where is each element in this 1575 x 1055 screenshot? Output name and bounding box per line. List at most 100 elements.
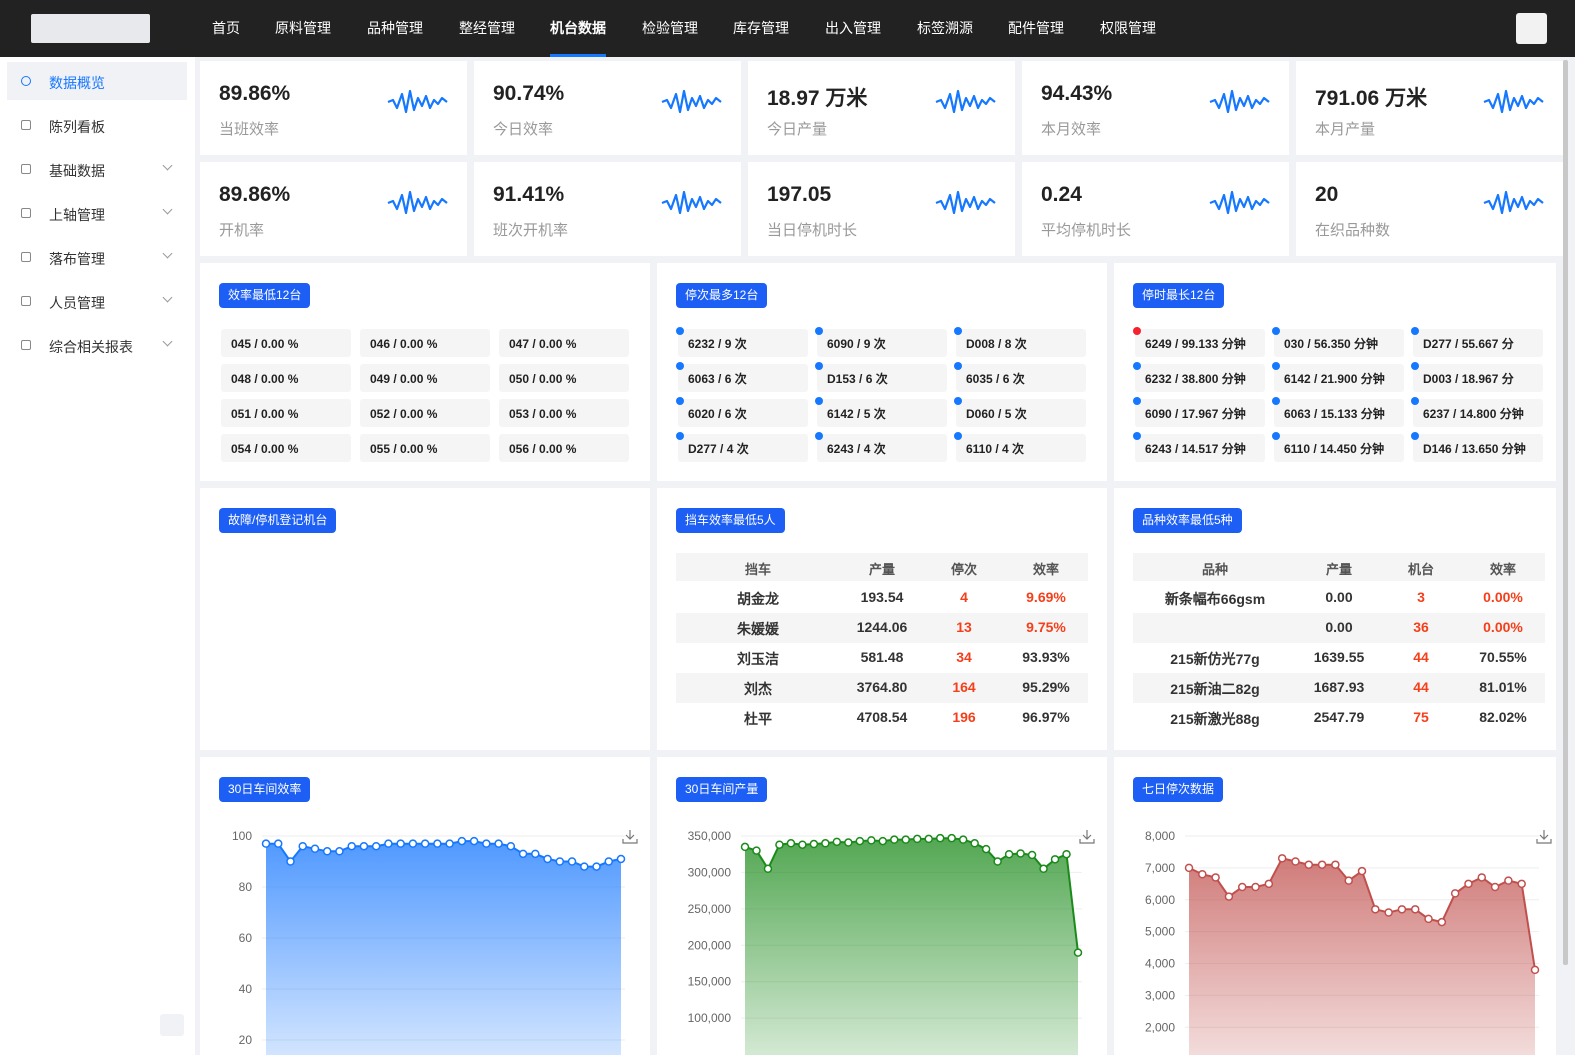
nav-item[interactable]: 首页 bbox=[212, 20, 240, 36]
point bbox=[322, 847, 332, 856]
kpi-card: 197.05 当日停机时长 bbox=[748, 162, 1015, 256]
table-cell: 581.48 bbox=[860, 649, 904, 665]
status-dot bbox=[1411, 397, 1419, 405]
nav-item[interactable]: 配件管理 bbox=[1008, 20, 1064, 36]
point bbox=[1384, 908, 1393, 917]
sidebar-item[interactable]: 人员管理 bbox=[7, 282, 187, 320]
point bbox=[763, 864, 773, 874]
list-item-text: 050 / 0.00 % bbox=[509, 372, 577, 386]
kpi-label: 当日停机时长 bbox=[767, 222, 858, 239]
download-icon[interactable] bbox=[1536, 830, 1552, 844]
download-icon[interactable] bbox=[622, 830, 638, 844]
nav-item[interactable]: 机台数据 bbox=[550, 20, 606, 36]
point bbox=[1073, 948, 1083, 957]
list-item: D153 / 6 次 bbox=[815, 362, 947, 392]
list-item: D060 / 5 次 bbox=[954, 397, 1086, 427]
kpi-icon bbox=[387, 89, 448, 114]
point bbox=[775, 840, 784, 849]
nav-item[interactable]: 库存管理 bbox=[733, 20, 789, 36]
table-row-bg bbox=[1133, 613, 1545, 643]
table-header: 产量 bbox=[868, 562, 895, 577]
point bbox=[981, 844, 991, 854]
download-icon[interactable] bbox=[1079, 830, 1095, 844]
chart: 2,000 3,000 4,000 5,000 6,000 7,000 8,000 bbox=[1145, 829, 1552, 1055]
panel: 品种效率最低5种 品种 产量 机台 效率 新条幅布66gsm 0.00 3 0.00% 0.00 3… bbox=[1114, 488, 1556, 750]
list-item: 6110 / 4 次 bbox=[954, 432, 1086, 462]
sidebar-item[interactable]: 陈列看板 bbox=[7, 106, 187, 144]
point bbox=[1304, 860, 1314, 869]
status-dot bbox=[1133, 327, 1141, 335]
point bbox=[1357, 866, 1367, 876]
table-header: 品种 bbox=[1201, 562, 1228, 577]
sidebar-label: 陈列看板 bbox=[49, 119, 105, 135]
wave bbox=[387, 190, 448, 215]
top-nav: 首页 原料管理 品种管理 整经管理 机台数据 检验管理 库存管理 出入管理 标签溯源 配件管理 权限… bbox=[0, 0, 1575, 57]
point bbox=[506, 841, 516, 851]
list-item-text: 052 / 0.00 % bbox=[370, 407, 438, 421]
list-item: 6142 / 5 次 bbox=[815, 397, 947, 427]
table-cell: 44 bbox=[1413, 679, 1429, 695]
list-item-text: D153 / 6 次 bbox=[827, 372, 888, 386]
list-item: 6090 / 17.967 分钟 bbox=[1133, 397, 1265, 427]
table-cell: 1639.55 bbox=[1313, 649, 1365, 665]
nav-item[interactable]: 权限管理 bbox=[1100, 20, 1156, 36]
table-row-bg bbox=[676, 613, 1088, 643]
nav-item[interactable]: 出入管理 bbox=[825, 20, 881, 36]
point bbox=[494, 839, 503, 848]
nav-item[interactable]: 检验管理 bbox=[642, 20, 698, 36]
table-cell: 1687.93 bbox=[1313, 679, 1365, 695]
y-tick-label: 2,000 bbox=[1145, 1020, 1175, 1034]
point bbox=[555, 857, 565, 866]
point bbox=[396, 839, 405, 848]
kpi-icon bbox=[935, 190, 996, 215]
nav-item[interactable]: 品种管理 bbox=[367, 20, 423, 36]
table-cell: 81.01% bbox=[1479, 679, 1527, 695]
y-tick-label: 3,000 bbox=[1145, 988, 1175, 1002]
panel: 停时最长12台 6249 / 99.133 分钟 030 / 56.350 分钟 D2… bbox=[1114, 263, 1556, 481]
nav-item[interactable]: 标签溯源 bbox=[917, 20, 973, 36]
table-cell: 0.00% bbox=[1483, 619, 1523, 635]
panel: 故障/停机登记机台 bbox=[200, 488, 650, 750]
sidebar-item[interactable]: 数据概览 bbox=[7, 62, 187, 100]
list-item-text: 047 / 0.00 % bbox=[509, 337, 577, 351]
list-item-text: D146 / 13.650 分钟 bbox=[1423, 442, 1526, 456]
nav-item[interactable]: 整经管理 bbox=[459, 20, 515, 36]
sidebar-item[interactable]: 综合相关报表 bbox=[7, 326, 187, 364]
table-cell: 196 bbox=[952, 709, 976, 725]
point bbox=[1050, 855, 1060, 864]
table-cell: 0.00 bbox=[1325, 589, 1353, 605]
table-cell: 刘杰 bbox=[744, 681, 772, 697]
point bbox=[752, 846, 761, 855]
point bbox=[855, 836, 865, 846]
kpi-label: 平均停机时长 bbox=[1041, 222, 1132, 239]
table-cell: 朱媛媛 bbox=[737, 621, 779, 637]
sidebar-item[interactable]: 基础数据 bbox=[7, 150, 187, 188]
list-item-text: 6232 / 38.800 分钟 bbox=[1145, 372, 1246, 386]
table-header: 效率 bbox=[1032, 562, 1059, 577]
sidebar-icon bbox=[21, 252, 31, 262]
list-item: 6063 / 6 次 bbox=[676, 362, 808, 392]
avatar[interactable] bbox=[1516, 13, 1547, 44]
list-item-text: 6243 / 4 次 bbox=[827, 442, 886, 456]
sidebar-item[interactable]: 上轴管理 bbox=[7, 194, 187, 232]
table-cell: 215新激光88g bbox=[1170, 711, 1260, 727]
point bbox=[1490, 882, 1500, 892]
table-cell: 93.93% bbox=[1022, 649, 1070, 665]
collapse-button[interactable] bbox=[160, 1014, 184, 1036]
point bbox=[1317, 860, 1327, 869]
sidebar-icon bbox=[21, 340, 31, 350]
wave bbox=[935, 190, 996, 215]
point bbox=[371, 841, 381, 851]
status-dot bbox=[1411, 432, 1419, 440]
sidebar-item[interactable]: 落布管理 bbox=[7, 238, 187, 276]
point bbox=[1198, 870, 1207, 879]
table-cell: 95.29% bbox=[1022, 679, 1070, 695]
nav-item[interactable]: 原料管理 bbox=[275, 20, 331, 36]
status-dot bbox=[815, 432, 823, 440]
nav-active-bar bbox=[550, 54, 606, 57]
point bbox=[786, 839, 796, 848]
point bbox=[901, 835, 911, 844]
wave bbox=[1483, 190, 1544, 215]
point bbox=[1464, 879, 1473, 889]
